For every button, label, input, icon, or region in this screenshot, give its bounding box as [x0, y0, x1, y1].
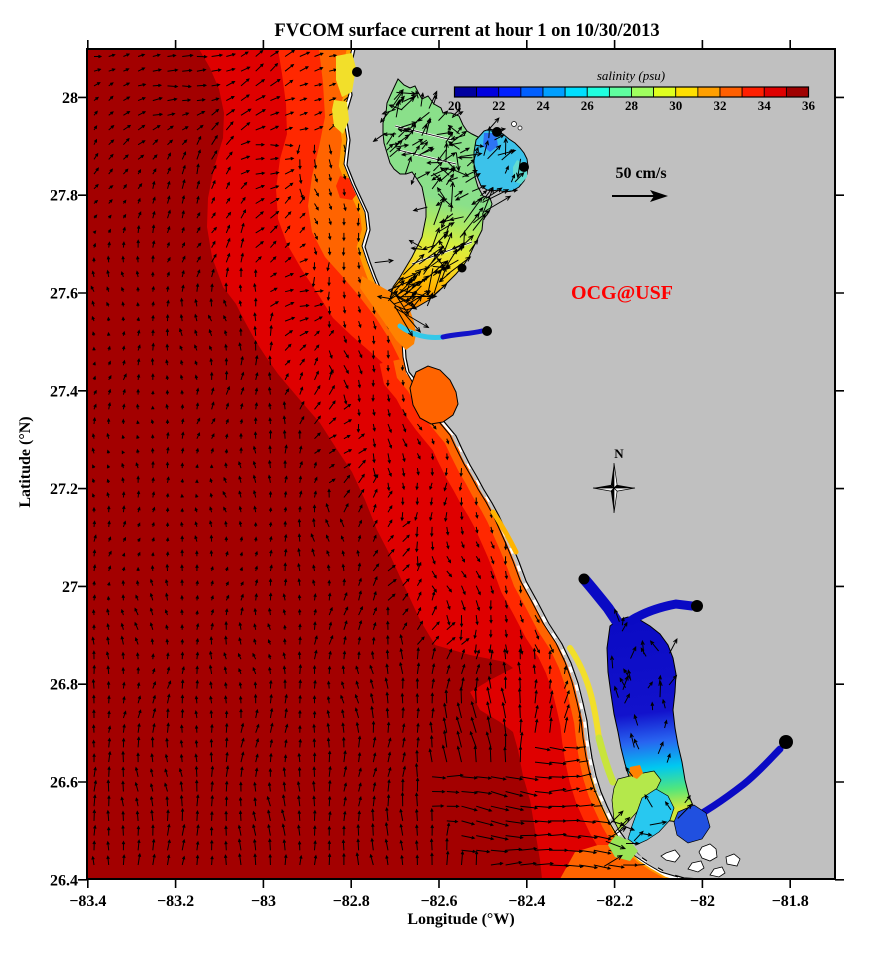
- svg-text:34: 34: [758, 98, 772, 113]
- svg-text:36: 36: [802, 98, 816, 113]
- svg-text:−83.4: −83.4: [69, 893, 106, 910]
- svg-text:−81.8: −81.8: [772, 893, 809, 910]
- svg-text:N: N: [614, 446, 624, 461]
- svg-text:26.4: 26.4: [50, 872, 78, 889]
- svg-text:26: 26: [581, 98, 595, 113]
- svg-text:30: 30: [669, 98, 682, 113]
- svg-text:−82: −82: [690, 893, 715, 910]
- svg-text:−82.6: −82.6: [420, 893, 457, 910]
- svg-text:28: 28: [62, 90, 78, 107]
- svg-text:27.8: 27.8: [50, 188, 78, 205]
- svg-text:FVCOM surface current at hour: FVCOM surface current at hour 1 on 10/30…: [274, 21, 659, 41]
- svg-text:32: 32: [714, 98, 727, 113]
- svg-text:27.2: 27.2: [50, 481, 78, 498]
- svg-text:27: 27: [62, 579, 78, 596]
- svg-text:−83: −83: [251, 893, 276, 910]
- svg-text:24: 24: [537, 98, 551, 113]
- svg-text:−83.2: −83.2: [157, 893, 194, 910]
- svg-text:28: 28: [625, 98, 639, 113]
- svg-text:26.6: 26.6: [50, 775, 78, 792]
- svg-text:Longitude (°W): Longitude (°W): [407, 911, 514, 928]
- svg-text:20: 20: [448, 98, 461, 113]
- svg-text:−82.8: −82.8: [333, 893, 370, 910]
- svg-text:27.4: 27.4: [50, 383, 78, 400]
- svg-text:27.6: 27.6: [50, 286, 78, 303]
- svg-text:Latitude (°N): Latitude (°N): [17, 416, 34, 507]
- svg-text:22: 22: [492, 98, 505, 113]
- svg-text:OCG@USF: OCG@USF: [571, 282, 673, 304]
- svg-text:50 cm/s: 50 cm/s: [615, 165, 666, 182]
- svg-text:−82.4: −82.4: [508, 893, 545, 910]
- svg-text:−82.2: −82.2: [596, 893, 633, 910]
- svg-text:26.8: 26.8: [50, 677, 78, 694]
- svg-text:salinity (psu): salinity (psu): [597, 68, 665, 83]
